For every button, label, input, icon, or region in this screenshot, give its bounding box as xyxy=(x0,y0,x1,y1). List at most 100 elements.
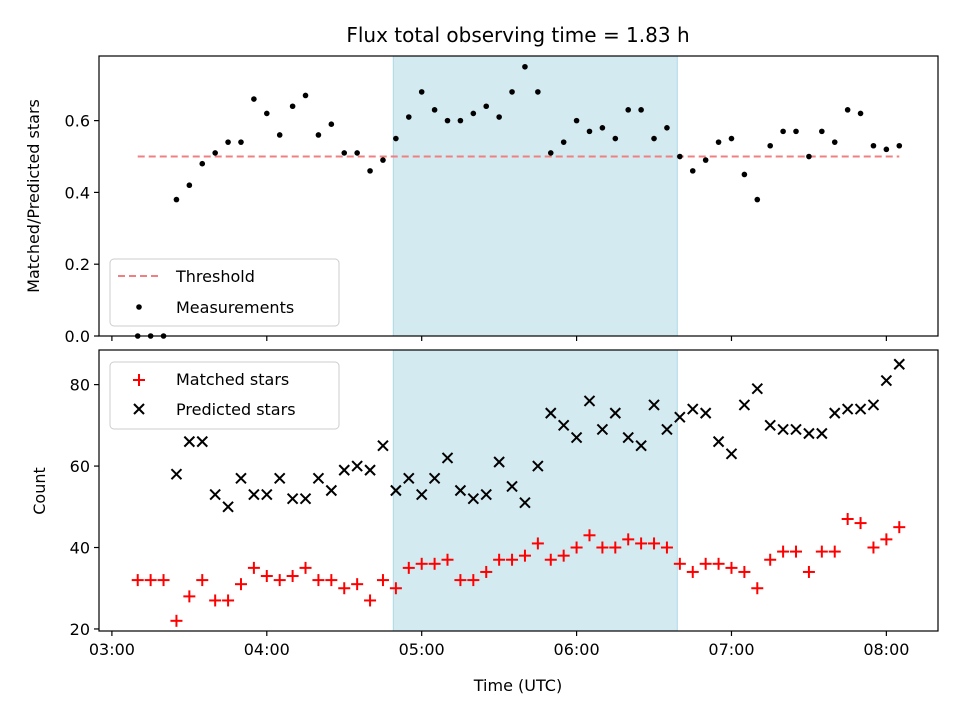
matched-point xyxy=(815,545,828,558)
predicted-point xyxy=(777,423,789,436)
matched-point xyxy=(170,614,183,627)
measurement-point xyxy=(522,63,528,70)
predicted-point xyxy=(661,423,673,436)
predicted-point xyxy=(532,460,544,472)
matched-point xyxy=(299,561,312,574)
predicted-point xyxy=(428,472,441,484)
y-tick-label: 0.0 xyxy=(65,327,90,346)
predicted-point xyxy=(622,431,634,444)
predicted-point xyxy=(699,407,712,419)
predicted-point xyxy=(880,374,893,387)
matched-point xyxy=(725,561,738,574)
predicted-point xyxy=(648,399,660,411)
predicted-point xyxy=(286,492,299,505)
chart-title: Flux total observing time = 1.83 h xyxy=(346,23,689,47)
predicted-point xyxy=(415,488,428,501)
ratio-panel-frame xyxy=(98,55,939,337)
predicted-point xyxy=(609,407,622,419)
legend-predicted-swatch xyxy=(133,403,145,415)
matched-point xyxy=(454,574,467,587)
measurement-point xyxy=(612,135,619,142)
predicted-point xyxy=(570,431,583,444)
matched-point xyxy=(493,553,506,566)
measurement-point xyxy=(212,150,218,156)
predicted-point xyxy=(261,488,273,501)
predicted-point xyxy=(712,435,725,448)
measurement-point xyxy=(599,124,606,131)
predicted-point xyxy=(377,439,389,452)
count-legend-box xyxy=(109,361,340,430)
predicted-point xyxy=(364,464,376,476)
matched-point xyxy=(648,537,661,550)
y-tick-label: 0.4 xyxy=(65,183,90,202)
predicted-point xyxy=(183,435,196,448)
predicted-point xyxy=(893,358,905,370)
predicted-point xyxy=(299,492,312,505)
measurement-point xyxy=(289,103,296,110)
matched-point xyxy=(506,553,519,566)
matched-point xyxy=(260,570,273,583)
measurement-point xyxy=(251,96,257,102)
matched-point xyxy=(234,578,247,591)
predicted-point xyxy=(854,403,867,415)
y-tick-label: 80 xyxy=(70,376,90,395)
predicted-point xyxy=(506,480,518,493)
legend-predicted-label: Predicted stars xyxy=(176,400,296,419)
measurement-point xyxy=(831,139,838,145)
predicted-point xyxy=(196,435,208,448)
predicted-point xyxy=(480,488,492,501)
x-tick-label: 04:00 xyxy=(244,640,290,659)
measurement-point xyxy=(547,150,554,156)
measurement-point xyxy=(509,89,515,95)
measurement-point xyxy=(535,89,541,95)
measurement-point xyxy=(806,153,812,160)
predicted-point xyxy=(816,427,828,440)
matched-point xyxy=(376,574,389,587)
predicted-point xyxy=(493,456,505,468)
measurement-point xyxy=(754,196,761,203)
legend-matched-swatch xyxy=(133,374,145,386)
x-tick-label: 06:00 xyxy=(554,640,600,659)
measurement-point xyxy=(418,89,425,95)
measurement-point xyxy=(767,142,773,149)
predicted-point xyxy=(635,439,647,452)
matched-point xyxy=(596,541,609,554)
count-y-axis-label: Count xyxy=(30,467,49,515)
y-tick-label: 0.2 xyxy=(65,255,90,274)
predicted-point xyxy=(441,452,454,464)
measurement-point xyxy=(444,117,451,124)
measurement-point xyxy=(896,142,903,149)
measurement-point xyxy=(715,139,722,145)
measurement-point xyxy=(586,128,593,135)
predicted-point xyxy=(338,464,350,476)
legend-measurements-label: Measurements xyxy=(176,298,294,317)
y-tick-label: 20 xyxy=(70,620,90,639)
matched-point xyxy=(247,561,260,574)
matched-point xyxy=(828,545,841,558)
measurement-point xyxy=(689,168,696,174)
matched-point xyxy=(880,533,893,546)
predicted-point xyxy=(829,407,841,419)
matched-point xyxy=(738,565,751,578)
measurement-point xyxy=(780,128,786,135)
matched-point xyxy=(531,537,544,550)
legend-measurements-swatch xyxy=(136,304,142,310)
predicted-point xyxy=(674,411,686,423)
matched-point xyxy=(428,557,441,570)
x-tick-label: 05:00 xyxy=(399,640,445,659)
measurement-point xyxy=(315,132,322,138)
predicted-point xyxy=(325,484,338,497)
matched-point xyxy=(622,533,635,546)
series-matched-stars xyxy=(131,513,906,627)
matched-point xyxy=(893,521,906,534)
measurement-point xyxy=(702,157,709,163)
measurement-point xyxy=(302,92,309,99)
predicted-point xyxy=(841,403,854,415)
matched-point xyxy=(544,553,557,566)
measurement-point xyxy=(638,107,644,113)
matched-point xyxy=(699,557,712,570)
measurement-point xyxy=(393,135,399,142)
matched-point xyxy=(673,557,686,570)
matched-point xyxy=(467,574,480,587)
